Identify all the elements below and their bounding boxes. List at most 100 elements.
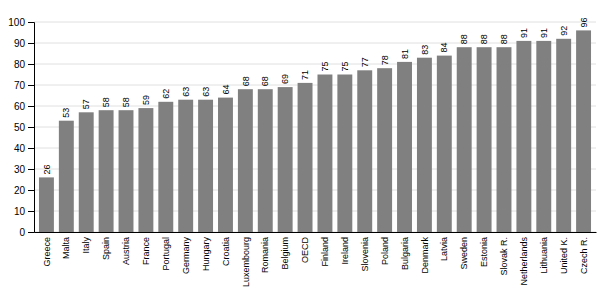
x-tick: Estonia bbox=[479, 237, 489, 267]
tick-label: 60 bbox=[14, 101, 26, 112]
x-tick: Belgium bbox=[280, 237, 290, 270]
tick-label: Italy bbox=[81, 237, 91, 254]
y-tick: 50 bbox=[14, 122, 34, 133]
tick-label: 30 bbox=[14, 164, 26, 175]
grid-line bbox=[34, 22, 596, 23]
data-label: 78 bbox=[380, 55, 390, 65]
tick-label: Estonia bbox=[479, 237, 489, 267]
axis-line bbox=[35, 232, 597, 233]
x-tick: Slovenia bbox=[360, 237, 370, 272]
grid-line bbox=[34, 148, 596, 149]
tick-label: Malta bbox=[61, 237, 71, 259]
data-label: 83 bbox=[420, 45, 430, 55]
data-label: 84 bbox=[439, 43, 449, 53]
bar bbox=[39, 177, 54, 232]
bar bbox=[576, 30, 591, 232]
tick-label: 100 bbox=[8, 17, 25, 28]
x-tick: Germany bbox=[181, 237, 191, 275]
x-tick: Hungary bbox=[201, 237, 211, 272]
tick-label: Bulgaria bbox=[400, 237, 410, 270]
tick-label: Austria bbox=[121, 237, 131, 265]
grid bbox=[34, 22, 596, 232]
tick-mark bbox=[28, 106, 34, 107]
tick-label: Slovenia bbox=[360, 237, 370, 272]
y-tick: 10 bbox=[14, 206, 34, 217]
x-tick: Malta bbox=[61, 237, 71, 259]
data-label: 53 bbox=[61, 108, 71, 118]
grid-line bbox=[34, 43, 596, 44]
data-label: 77 bbox=[360, 57, 370, 67]
x-tick: Ireland bbox=[340, 237, 350, 265]
x-tick: Spain bbox=[101, 237, 111, 260]
tick-label: Ireland bbox=[340, 237, 350, 265]
bar bbox=[238, 89, 253, 232]
bar bbox=[258, 89, 273, 232]
data-label: 57 bbox=[81, 99, 91, 109]
tick-mark bbox=[28, 127, 34, 128]
x-tick: Greece bbox=[42, 237, 52, 267]
y-tick: 30 bbox=[14, 164, 34, 175]
x-tick: Netherlands bbox=[519, 237, 529, 286]
tick-label: 90 bbox=[14, 38, 26, 49]
chart: 0 10 20 30 40 50 60 70 80 90 100 Greece Malta Italy Sp… bbox=[0, 0, 606, 296]
data-label: 88 bbox=[479, 34, 489, 44]
grid-line bbox=[34, 169, 596, 170]
x-tick: Lithuania bbox=[539, 237, 549, 274]
tick-label: Poland bbox=[380, 237, 390, 265]
x-tick: Austria bbox=[121, 237, 131, 265]
data-label: 92 bbox=[559, 26, 569, 36]
grid-line bbox=[34, 232, 596, 233]
x-tick: Romania bbox=[260, 237, 270, 273]
tick-label: Slovak R. bbox=[499, 237, 509, 276]
data-label: 26 bbox=[42, 164, 52, 174]
tick-label: United K. bbox=[559, 237, 569, 274]
tick-mark bbox=[28, 22, 34, 23]
x-tick: Portugal bbox=[161, 237, 171, 271]
data-label: 63 bbox=[181, 87, 191, 97]
data-label: 88 bbox=[499, 34, 509, 44]
tick-label: Denmark bbox=[420, 237, 430, 274]
bar bbox=[79, 112, 94, 232]
bar bbox=[337, 75, 352, 233]
tick-label: 40 bbox=[14, 143, 26, 154]
grid-line bbox=[34, 106, 596, 107]
x-axis: Greece Malta Italy Spain Austria France Portug… bbox=[35, 233, 597, 288]
data-label: 62 bbox=[161, 89, 171, 99]
x-tick: Italy bbox=[81, 237, 91, 254]
grid-line bbox=[34, 190, 596, 191]
bar bbox=[278, 87, 293, 232]
tick-label: 70 bbox=[14, 80, 26, 91]
tick-label: 20 bbox=[14, 185, 26, 196]
data-label: 75 bbox=[340, 61, 350, 71]
bar bbox=[397, 62, 412, 232]
tick-label: 0 bbox=[19, 227, 25, 238]
tick-label: Spain bbox=[101, 237, 111, 260]
bar bbox=[437, 56, 452, 232]
bar bbox=[298, 83, 313, 232]
data-label: 91 bbox=[519, 28, 529, 38]
bar bbox=[119, 110, 134, 232]
grid-line bbox=[34, 85, 596, 86]
x-tick: Bulgaria bbox=[400, 237, 410, 270]
data-label: 58 bbox=[121, 97, 131, 107]
tick-label: Hungary bbox=[201, 237, 211, 272]
tick-label: 80 bbox=[14, 59, 26, 70]
bar bbox=[178, 100, 193, 232]
y-tick: 70 bbox=[14, 80, 34, 91]
x-tick: OECD bbox=[300, 237, 310, 264]
x-tick: France bbox=[141, 237, 151, 265]
data-label: 58 bbox=[101, 97, 111, 107]
bar bbox=[417, 58, 432, 232]
y-tick: 0 bbox=[19, 227, 34, 238]
x-tick: Poland bbox=[380, 237, 390, 265]
x-tick: Slovak R. bbox=[499, 237, 509, 276]
x-tick: Czech R. bbox=[579, 237, 589, 274]
bar bbox=[516, 41, 531, 232]
tick-label: Germany bbox=[181, 237, 191, 275]
x-tick: Latvia bbox=[439, 237, 449, 261]
data-label: 64 bbox=[221, 85, 231, 95]
tick-mark bbox=[28, 43, 34, 44]
data-label: 68 bbox=[241, 76, 251, 86]
tick-label: Greece bbox=[42, 237, 52, 267]
bar bbox=[556, 39, 571, 232]
